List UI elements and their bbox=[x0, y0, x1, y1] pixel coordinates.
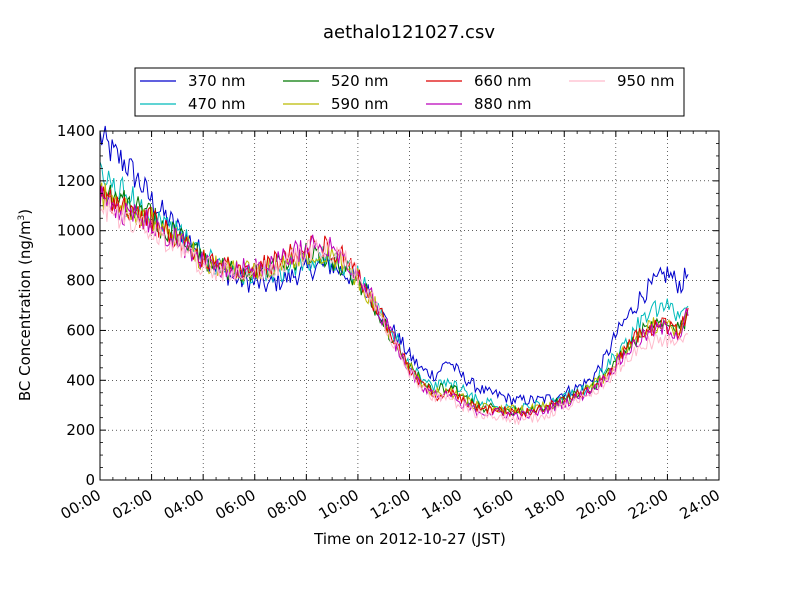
legend-label: 370 nm bbox=[188, 72, 246, 90]
y-axis-label: BC Concentration (ng/m3) bbox=[16, 209, 34, 401]
legend: 370 nm 470 nm 520 nm 590 nm 660 nm 880 nm 950 … bbox=[134, 67, 685, 117]
legend-label: 590 nm bbox=[331, 95, 389, 113]
legend-label: 470 nm bbox=[188, 95, 246, 113]
y-tick-label: 600 bbox=[66, 321, 95, 339]
series-line-880-nm bbox=[99, 185, 689, 421]
y-tick-label: 1000 bbox=[57, 222, 95, 240]
y-axis-label-main: BC Concentration (ng/m bbox=[16, 220, 34, 401]
y-tick-label: 1200 bbox=[57, 172, 95, 190]
legend-label: 880 nm bbox=[474, 95, 532, 113]
y-tick-label: 200 bbox=[66, 421, 95, 439]
y-tick-label: 400 bbox=[66, 371, 95, 389]
series-lines bbox=[99, 125, 689, 426]
legend-label: 950 nm bbox=[617, 72, 675, 90]
y-tick-label: 1400 bbox=[57, 122, 95, 140]
y-axis-label-close: ) bbox=[16, 209, 34, 215]
series-line-950-nm bbox=[99, 199, 689, 426]
y-axis-label-superscript: 3 bbox=[17, 215, 27, 221]
chart-title: aethalo121027.csv bbox=[323, 22, 495, 43]
x-axis-label: Time on 2012-10-27 (JST) bbox=[313, 530, 506, 548]
legend-label: 660 nm bbox=[474, 72, 532, 90]
y-tick-label: 800 bbox=[66, 272, 95, 290]
y-tick-label: 0 bbox=[85, 471, 95, 489]
legend-box bbox=[134, 67, 685, 117]
legend-label: 520 nm bbox=[331, 72, 389, 90]
